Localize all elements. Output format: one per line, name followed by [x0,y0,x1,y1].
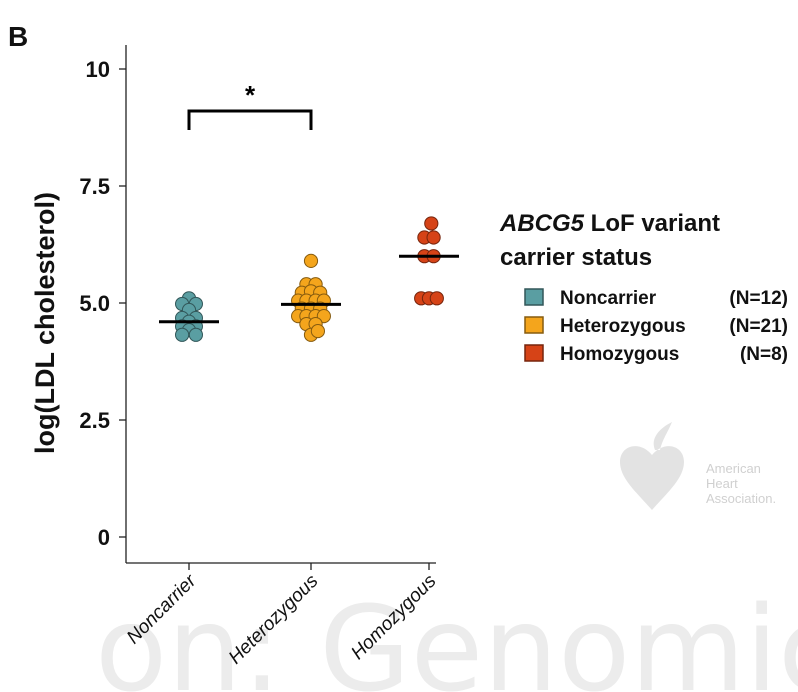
y-tick-label: 2.5 [79,408,110,433]
watermark-line: Association. [706,491,776,506]
watermark-line: American [706,461,761,476]
significance-star: * [245,80,256,110]
data-point [310,323,325,339]
legend-title-gene: ABCG5 [499,210,585,237]
panel-label: B [8,21,28,52]
legend-label: Noncarrier [560,288,657,309]
data-point [429,291,444,306]
legend-title-line2: carrier status [500,244,652,271]
median-lines [159,254,459,324]
y-tick-label: 10 [86,57,110,82]
y-tick-label: 7.5 [79,174,110,199]
legend-swatch [524,344,544,362]
data-point [175,327,190,342]
legend-swatch [524,288,544,306]
y-tick-label: 0 [98,525,110,550]
significance-bracket: * [187,80,313,130]
bracket-line [187,109,313,130]
heart-torch-icon [620,422,684,510]
legend-count: (N=12) [729,288,788,309]
watermark-line: Heart [706,476,738,491]
legend-count: (N=8) [740,344,788,365]
data-point [188,327,203,342]
legend: ABCG5 LoF variant carrier status Noncarr… [499,210,788,365]
y-ticks: 0 2.5 5.0 7.5 10 [79,57,126,550]
legend-count: (N=21) [729,316,788,337]
aha-watermark: American Heart Association. [620,422,776,510]
y-tick-label: 5.0 [79,291,110,316]
watermark-text: American Heart Association. [706,461,776,506]
data-point [426,230,441,245]
legend-swatch [524,316,544,334]
y-axis-label: log(LDL cholesterol) [30,192,60,454]
legend-label: Homozygous [560,344,679,365]
legend-label: Heterozygous [560,316,686,337]
legend-items: Noncarrier (N=12) Heterozygous (N=21) Homozy… [524,288,788,365]
legend-title: ABCG5 LoF variant [499,210,720,237]
legend-title-rest: LoF variant [584,210,720,237]
background-caption: on: Genomic [95,580,798,692]
data-point [303,253,319,268]
data-point [424,216,439,231]
